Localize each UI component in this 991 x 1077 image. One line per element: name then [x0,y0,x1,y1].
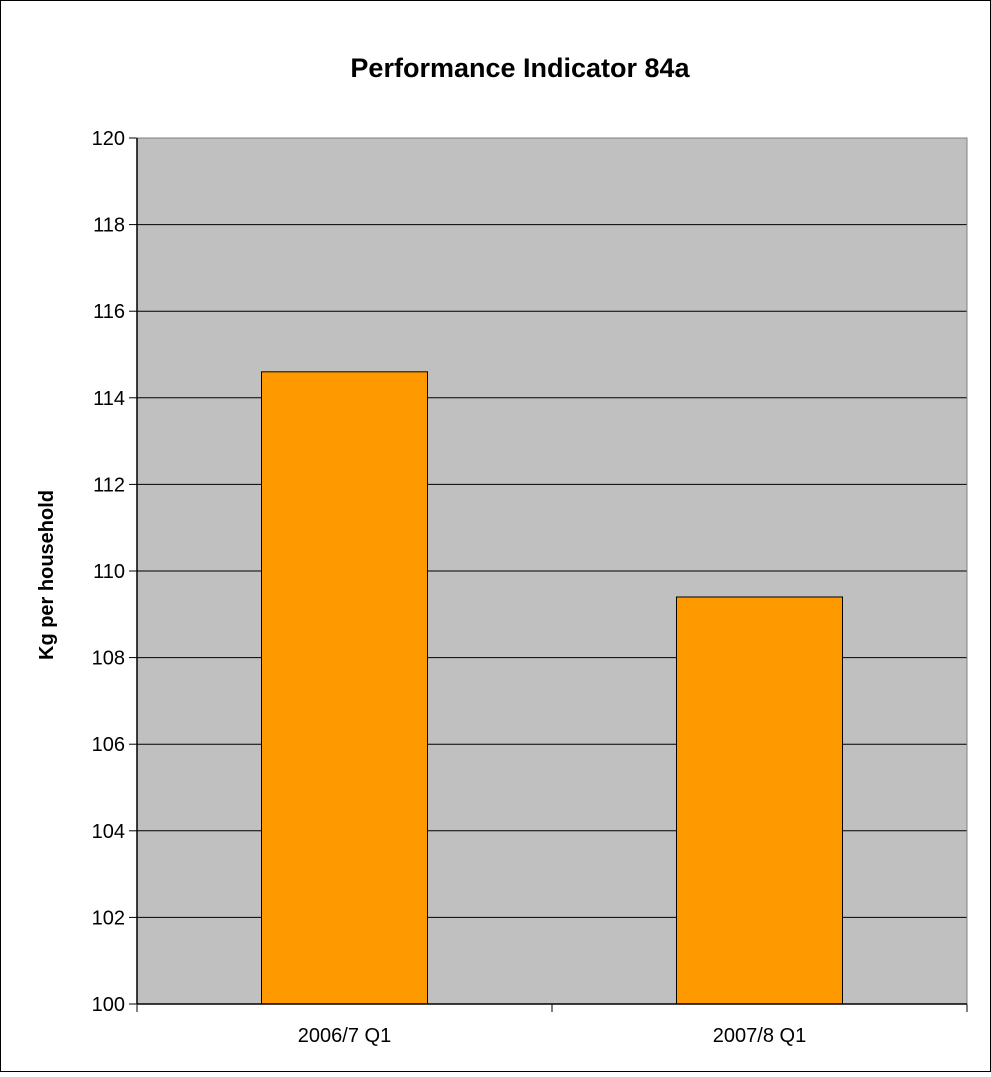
y-tick-label: 120 [92,128,125,150]
bar [676,596,843,1005]
y-tick-label: 114 [93,388,125,410]
y-tick-label: 106 [92,734,125,756]
y-axis-label: Kg per household [36,490,58,660]
y-tick-label: 110 [93,561,125,583]
plot-area: 100 102 104 106 108 110 112 114 116 118 120 2006/7 … [92,128,968,1047]
y-tick-label: 104 [92,821,125,843]
y-tick-label: 116 [93,301,125,323]
bar [261,371,428,1005]
y-tick-label: 108 [92,648,125,670]
x-tick-label: 2006/7 Q1 [298,1025,391,1047]
y-tick-label: 112 [93,474,125,496]
y-tick-label: 102 [92,907,125,929]
y-tick-label: 100 [92,994,125,1016]
chart-title: Performance Indicator 84a [350,53,690,83]
y-tick-label: 118 [93,215,125,237]
x-tick-label: 2007/8 Q1 [713,1025,806,1047]
